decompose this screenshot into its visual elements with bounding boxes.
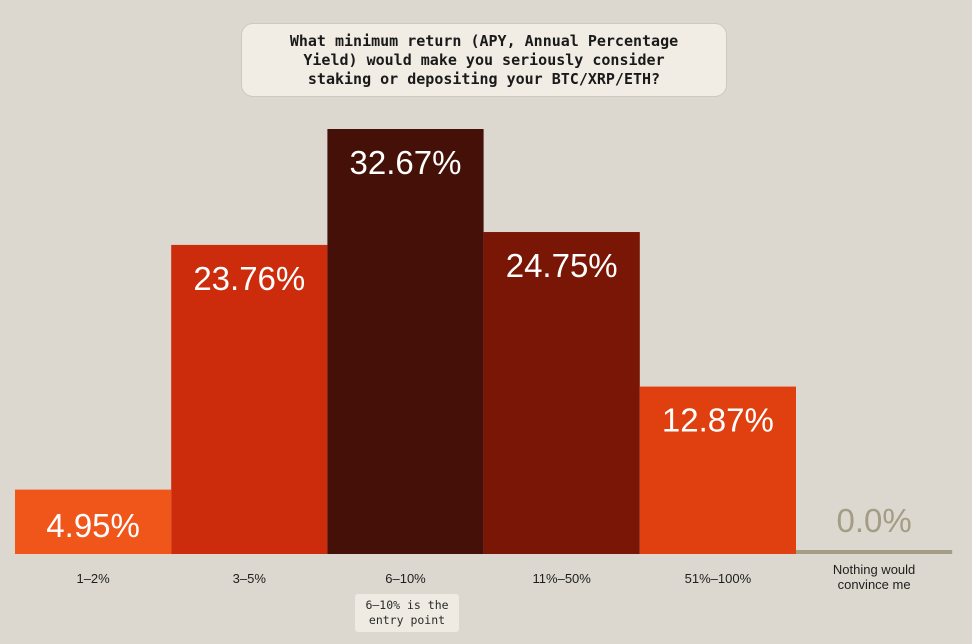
- annotation-text: 6–10% is the entry point: [365, 598, 449, 627]
- bar-2: [327, 129, 484, 554]
- bar-1: [171, 244, 328, 554]
- category-label-2: 6–10%: [385, 571, 426, 586]
- category-label-1: 3–5%: [233, 571, 267, 586]
- bar-value-label-2: 32.67%: [350, 144, 462, 181]
- category-label-0: 1–2%: [76, 571, 110, 586]
- bar-value-label-5: 0.0%: [836, 502, 911, 539]
- bar-value-label-3: 24.75%: [506, 247, 618, 284]
- chart-title-box: What minimum return (APY, Annual Percent…: [241, 23, 727, 97]
- annotation-note: 6–10% is the entry point: [355, 594, 459, 632]
- category-label-5: Nothing would convince me: [833, 562, 915, 592]
- category-label-3: 11%–50%: [533, 571, 592, 586]
- bar-4: [639, 386, 796, 554]
- bar-0: [15, 489, 172, 554]
- bar-value-label-1: 23.76%: [193, 260, 305, 297]
- category-label-4: 51%–100%: [685, 571, 752, 586]
- chart-title: What minimum return (APY, Annual Percent…: [289, 31, 679, 88]
- bar-5: [796, 550, 953, 554]
- bar-value-label-0: 4.95%: [46, 507, 140, 544]
- bar-value-label-4: 12.87%: [662, 402, 774, 439]
- bar-3: [483, 232, 640, 554]
